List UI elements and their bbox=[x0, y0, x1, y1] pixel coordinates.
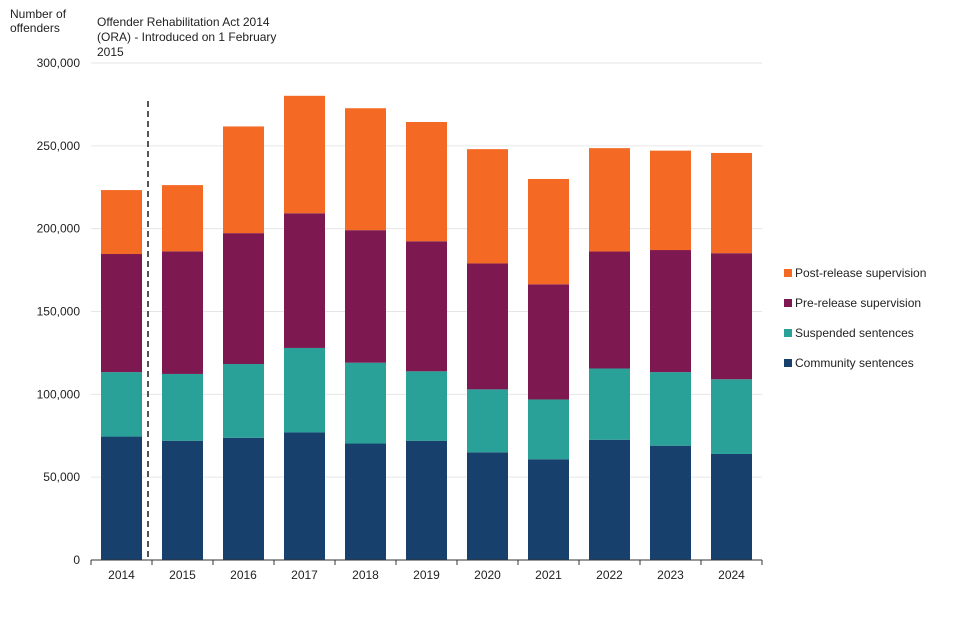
bar-suspended-sentences-2015 bbox=[162, 373, 203, 441]
bar-post-release-supervision-2023 bbox=[650, 150, 691, 251]
bar-suspended-sentences-2018 bbox=[345, 362, 386, 444]
x-tick-label: 2022 bbox=[596, 568, 623, 582]
y-axis-title: Number of offenders bbox=[10, 7, 67, 35]
bar-community-sentences-2020 bbox=[467, 452, 508, 560]
y-tick-label: 300,000 bbox=[37, 56, 81, 70]
bar-community-sentences-2019 bbox=[406, 440, 447, 560]
bar-suspended-sentences-2024 bbox=[711, 379, 752, 454]
bar-suspended-sentences-2020 bbox=[467, 389, 508, 453]
bar-community-sentences-2015 bbox=[162, 440, 203, 560]
x-tick-label: 2016 bbox=[230, 568, 257, 582]
y-tick-label: 100,000 bbox=[37, 387, 81, 401]
bar-pre-release-supervision-2020 bbox=[467, 263, 508, 390]
bar-suspended-sentences-2022 bbox=[589, 368, 630, 440]
x-tick-label: 2017 bbox=[291, 568, 318, 582]
legend: Post-release supervision Pre-release supe… bbox=[784, 266, 926, 370]
bar-pre-release-supervision-2016 bbox=[223, 233, 264, 365]
bar-community-sentences-2022 bbox=[589, 439, 630, 560]
x-tick-label: 2020 bbox=[474, 568, 501, 582]
x-tick-label: 2023 bbox=[657, 568, 684, 582]
x-tick-label: 2021 bbox=[535, 568, 562, 582]
legend-swatch-pre-release-supervision bbox=[784, 299, 792, 307]
x-tick-label: 2014 bbox=[108, 568, 135, 582]
bars bbox=[101, 95, 752, 560]
bar-suspended-sentences-2017 bbox=[284, 347, 325, 433]
bar-post-release-supervision-2019 bbox=[406, 121, 447, 242]
bar-suspended-sentences-2021 bbox=[528, 399, 569, 460]
bar-suspended-sentences-2019 bbox=[406, 371, 447, 441]
bar-suspended-sentences-2014 bbox=[101, 372, 142, 437]
bar-post-release-supervision-2018 bbox=[345, 108, 386, 231]
x-tick-label: 2018 bbox=[352, 568, 379, 582]
bar-community-sentences-2018 bbox=[345, 443, 386, 560]
bar-post-release-supervision-2016 bbox=[223, 126, 264, 234]
legend-label-pre-release-supervision: Pre-release supervision bbox=[795, 296, 921, 310]
bar-post-release-supervision-2024 bbox=[711, 152, 752, 254]
bar-pre-release-supervision-2014 bbox=[101, 254, 142, 373]
bar-pre-release-supervision-2019 bbox=[406, 241, 447, 372]
annotation: Offender Rehabilitation Act 2014 (ORA) -… bbox=[97, 15, 276, 560]
bar-pre-release-supervision-2015 bbox=[162, 251, 203, 374]
legend-swatch-post-release-supervision bbox=[784, 269, 792, 277]
bar-community-sentences-2016 bbox=[223, 437, 264, 560]
bar-pre-release-supervision-2024 bbox=[711, 253, 752, 380]
bar-suspended-sentences-2023 bbox=[650, 372, 691, 446]
bar-pre-release-supervision-2022 bbox=[589, 251, 630, 369]
x-tick-label: 2019 bbox=[413, 568, 440, 582]
x-tick-label: 2024 bbox=[718, 568, 745, 582]
annotation-line-2: (ORA) - Introduced on 1 February bbox=[97, 30, 276, 44]
bar-post-release-supervision-2014 bbox=[101, 190, 142, 255]
y-tick-label: 200,000 bbox=[37, 222, 81, 236]
axes: 0 50,000 100,000 150,000 200,000 250,000 300,0… bbox=[37, 56, 763, 582]
bar-pre-release-supervision-2017 bbox=[284, 213, 325, 348]
bar-community-sentences-2014 bbox=[101, 436, 142, 560]
bar-pre-release-supervision-2023 bbox=[650, 250, 691, 373]
bar-community-sentences-2021 bbox=[528, 459, 569, 560]
bar-post-release-supervision-2015 bbox=[162, 185, 203, 252]
legend-swatch-suspended-sentences bbox=[784, 329, 792, 337]
bar-community-sentences-2024 bbox=[711, 453, 752, 560]
bar-pre-release-supervision-2018 bbox=[345, 230, 386, 363]
bar-suspended-sentences-2016 bbox=[223, 364, 264, 438]
annotation-line-3: 2015 bbox=[97, 45, 124, 59]
legend-label-community-sentences: Community sentences bbox=[795, 356, 914, 370]
y-axis-title-line-1: Number of bbox=[10, 7, 67, 21]
annotation-line-1: Offender Rehabilitation Act 2014 bbox=[97, 15, 270, 29]
bar-community-sentences-2017 bbox=[284, 432, 325, 560]
bar-post-release-supervision-2020 bbox=[467, 149, 508, 264]
bar-post-release-supervision-2017 bbox=[284, 95, 325, 214]
bar-pre-release-supervision-2021 bbox=[528, 284, 569, 400]
x-tick-label: 2015 bbox=[169, 568, 196, 582]
bar-post-release-supervision-2022 bbox=[589, 148, 630, 252]
legend-swatch-community-sentences bbox=[784, 359, 792, 367]
legend-label-post-release-supervision: Post-release supervision bbox=[795, 266, 926, 280]
y-tick-label: 150,000 bbox=[37, 305, 81, 319]
y-axis-title-line-2: offenders bbox=[10, 21, 60, 35]
y-tick-label: 50,000 bbox=[43, 470, 80, 484]
legend-label-suspended-sentences: Suspended sentences bbox=[795, 326, 914, 340]
y-tick-label: 250,000 bbox=[37, 139, 81, 153]
bar-community-sentences-2023 bbox=[650, 445, 691, 560]
y-tick-label: 0 bbox=[73, 553, 80, 567]
bar-post-release-supervision-2021 bbox=[528, 178, 569, 285]
